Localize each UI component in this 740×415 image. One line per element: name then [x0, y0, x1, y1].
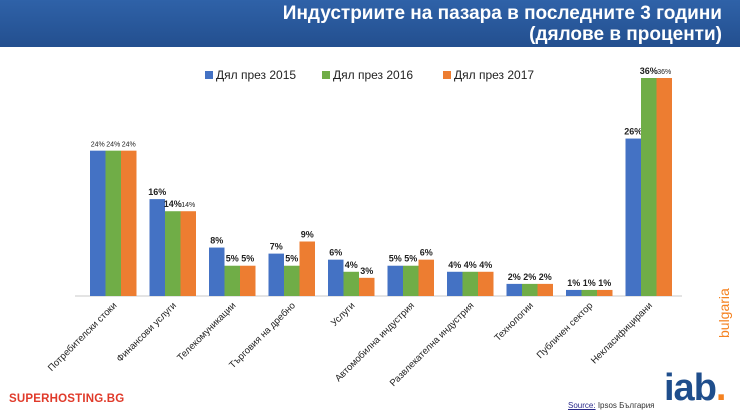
data-label-c10-s2: 36% — [640, 66, 658, 76]
bar-c9-s2 — [581, 289, 597, 296]
legend-swatch-2 — [322, 71, 330, 79]
bar-c10-s2 — [641, 78, 657, 296]
category-label-4: Търговия на дребно — [227, 300, 298, 371]
data-label-c4-s3: 9% — [301, 230, 314, 240]
bar-c7-s1 — [447, 271, 463, 296]
legend-label-1: Дял през 2015 — [216, 68, 296, 82]
bar-c6-s1 — [387, 265, 403, 296]
category-label-8: Технологии — [492, 300, 535, 343]
legend-label-3: Дял през 2017 — [454, 68, 534, 82]
brand-watermark: SUPERHOSTING.BG — [9, 393, 125, 405]
bar-c2-s2 — [165, 211, 181, 296]
bar-c4-s1 — [268, 253, 284, 296]
bar-c2-s1 — [149, 199, 165, 296]
data-label-c8-s3: 2% — [539, 272, 552, 282]
bar-c3-s1 — [209, 247, 225, 296]
bar-c10-s3 — [656, 78, 672, 296]
bar-c5-s3 — [359, 277, 375, 296]
category-label-1: Потребителски стоки — [46, 300, 119, 373]
bar-c8-s3 — [537, 283, 553, 296]
iab-logo: iab. — [664, 367, 727, 409]
legend-swatch-1 — [205, 71, 213, 79]
data-label-c10-s1: 26% — [624, 127, 642, 137]
bar-c1-s2 — [105, 150, 121, 296]
data-label-c1-s3: 24% — [122, 142, 136, 149]
bar-chart: Дял през 2015 Дял през 2016 Дял през 2017 2… — [46, 66, 682, 389]
chart-title-line1: Индустриите на пазара в последните 3 год… — [282, 3, 722, 24]
iab-logo-sub: bulgaria — [716, 288, 732, 338]
category-label-9: Публичен сектор — [535, 300, 596, 361]
bar-c6-s2 — [403, 265, 419, 296]
legend-label-2: Дял през 2016 — [333, 68, 413, 82]
data-label-c9-s2: 1% — [583, 278, 596, 288]
bar-c1-s3 — [121, 150, 137, 296]
chart-title-line2: (дялове в проценти) — [529, 24, 722, 45]
data-label-c9-s3: 1% — [598, 278, 611, 288]
bar-c9-s1 — [566, 289, 582, 296]
data-label-c6-s2: 5% — [404, 254, 417, 264]
data-label-c3-s3: 5% — [241, 254, 254, 264]
bar-c1-s1 — [90, 150, 106, 296]
bar-c7-s3 — [478, 271, 494, 296]
bar-c2-s3 — [180, 211, 196, 296]
data-label-c2-s2: 14% — [164, 199, 182, 209]
category-label-2: Финансови услуги — [115, 300, 179, 364]
bar-c6-s3 — [418, 259, 434, 296]
title-banner: Индустриите на пазара в последните 3 год… — [0, 0, 740, 47]
data-label-c2-s1: 16% — [148, 187, 166, 197]
legend-swatch-3 — [443, 71, 451, 79]
data-label-c5-s2: 4% — [345, 260, 358, 270]
data-label-c6-s1: 5% — [389, 254, 402, 264]
data-label-c4-s1: 7% — [270, 242, 283, 252]
category-label-5: Услуги — [329, 300, 357, 328]
data-label-c7-s3: 4% — [479, 260, 492, 270]
category-label-3: Телекомуникации — [175, 300, 238, 363]
bar-c3-s3 — [240, 265, 256, 296]
bar-c8-s1 — [506, 283, 522, 296]
data-label-c2-s3: 14% — [181, 202, 195, 209]
data-label-c3-s2: 5% — [226, 254, 239, 264]
category-label-10: Некласифицирани — [589, 300, 655, 366]
bar-c10-s1 — [625, 138, 641, 296]
iab-logo-dot: . — [715, 367, 727, 409]
bar-c5-s1 — [328, 259, 344, 296]
bar-c3-s2 — [224, 265, 240, 296]
data-label-c8-s2: 2% — [523, 272, 536, 282]
bar-c7-s2 — [462, 271, 478, 296]
data-label-c1-s2: 24% — [106, 142, 120, 149]
bar-c4-s2 — [284, 265, 300, 296]
data-label-c4-s2: 5% — [285, 254, 298, 264]
data-label-c7-s2: 4% — [464, 260, 477, 270]
bar-c5-s2 — [343, 271, 359, 296]
data-label-c1-s1: 24% — [91, 142, 105, 149]
source-note: Source: Ipsos България — [568, 401, 655, 410]
source-text: Ipsos България — [597, 401, 655, 410]
data-label-c3-s1: 8% — [210, 236, 223, 246]
data-label-c10-s3: 36% — [657, 69, 671, 76]
bar-c9-s3 — [597, 289, 613, 296]
data-label-c9-s1: 1% — [567, 278, 580, 288]
data-label-c7-s1: 4% — [448, 260, 461, 270]
data-label-c5-s1: 6% — [329, 248, 342, 258]
iab-logo-text: iab — [664, 367, 717, 409]
data-label-c6-s3: 6% — [420, 248, 433, 258]
bar-c8-s2 — [522, 283, 538, 296]
bar-c4-s3 — [299, 241, 315, 296]
data-label-c8-s1: 2% — [508, 272, 521, 282]
source-label: Source: — [568, 401, 596, 410]
data-label-c5-s3: 3% — [360, 266, 373, 276]
